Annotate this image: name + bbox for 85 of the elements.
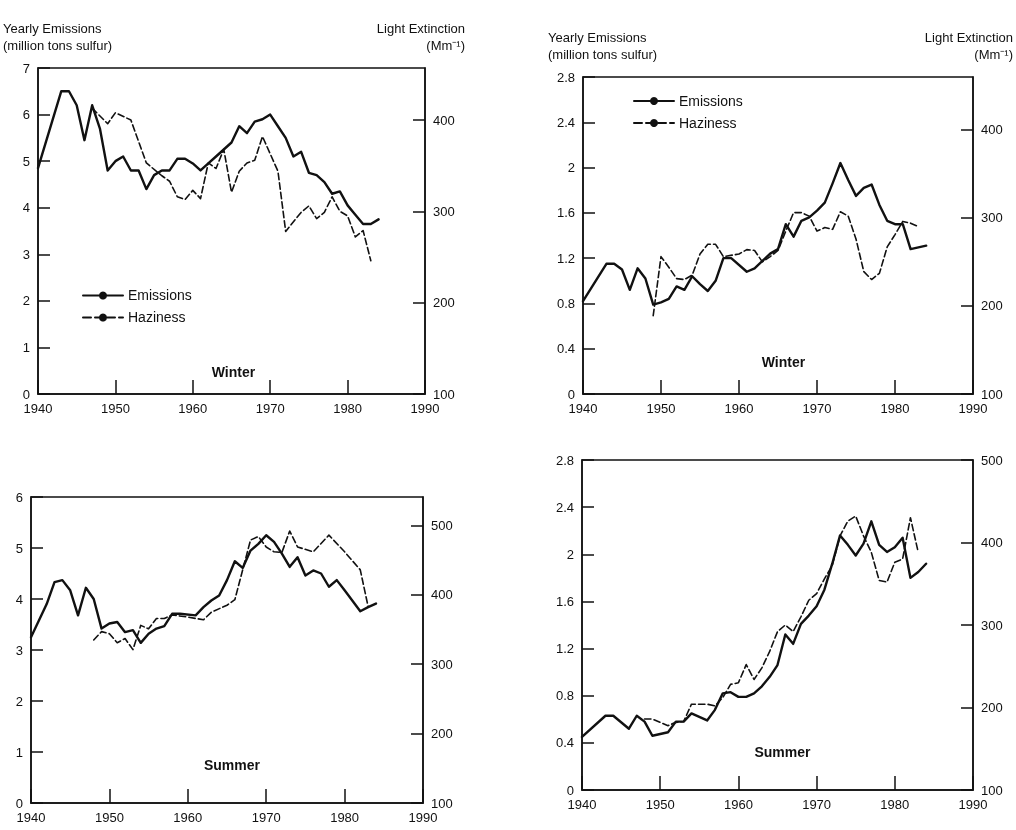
y2-axis-title: Light Extinction (Mm⁻¹) [376, 21, 465, 53]
y2-tick-label: 400 [433, 112, 455, 128]
y2-tick-label: 200 [433, 295, 455, 311]
x-tick-label: 1960 [178, 401, 208, 416]
x-tick-label: 1970 [251, 810, 281, 825]
legend-label: Emissions [128, 287, 192, 304]
y-tick-label: 0 [15, 795, 23, 811]
text: Winter [211, 364, 256, 380]
x-tick-label: 1960 [724, 401, 754, 416]
y2-axis-title: Light Extinction (Mm⁻¹) [924, 30, 1013, 62]
y-tick-label: 1 [15, 744, 23, 760]
x-tick-label: 1940 [568, 401, 598, 416]
y2-tick-label: 100 [981, 386, 1003, 402]
x-tick-label: 1990 [958, 797, 988, 812]
y-tick-label: 2 [22, 293, 30, 309]
y-tick-label: 2 [15, 693, 23, 709]
y2-tick-label: 300 [433, 203, 455, 219]
y2-tick-label: 100 [433, 386, 455, 402]
text: Summer [203, 757, 261, 773]
x-tick-label: 1940 [23, 401, 53, 416]
text: Winter [761, 354, 806, 370]
y2-tick-label: 200 [431, 726, 453, 742]
x-tick-label: 1980 [330, 810, 360, 825]
y-tick-label: 5 [15, 540, 23, 556]
y2-tick-label: 300 [431, 656, 453, 672]
y2-tick-label: 500 [431, 517, 453, 533]
y-tick-label: 0.8 [555, 688, 574, 704]
y-tick-label: 2.4 [555, 499, 574, 515]
y-tick-label: 1.6 [555, 593, 574, 609]
y2-tick-label: 100 [431, 795, 453, 811]
y2-tick-label: 300 [981, 617, 1003, 633]
x-tick-label: 1940 [16, 810, 46, 825]
y-axis-title: Yearly Emissions (million tons sulfur) [3, 21, 113, 53]
y-tick-label: 2.8 [556, 69, 575, 85]
y-tick-label: 4 [15, 591, 23, 607]
y-tick-label: 1.6 [556, 205, 575, 221]
x-tick-label: 1940 [567, 797, 597, 812]
x-tick-label: 1950 [94, 810, 124, 825]
x-tick-label: 1980 [333, 401, 363, 416]
y2-tick-label: 200 [981, 298, 1003, 314]
y-tick-label: 2 [566, 546, 574, 562]
y2-tick-label: 400 [981, 122, 1003, 138]
x-tick-label: 1970 [802, 797, 832, 812]
y2-tick-label: 300 [981, 210, 1003, 226]
y2-tick-label: 400 [981, 535, 1003, 550]
y-tick-label: 6 [22, 107, 30, 123]
y2-tick-label: 500 [981, 452, 1003, 468]
legend-label: Emissions [679, 93, 743, 109]
y-tick-label: 1 [22, 339, 30, 355]
x-tick-label: 1990 [410, 401, 440, 416]
y-tick-label: 6 [15, 489, 23, 505]
x-tick-label: 1970 [802, 401, 832, 416]
y-tick-label: 0.8 [556, 295, 575, 311]
y2-tick-label: 200 [981, 700, 1003, 715]
y2-tick-label: 100 [981, 782, 1003, 798]
y-tick-label: 3 [15, 642, 23, 658]
y2-tick-label: 400 [431, 587, 453, 603]
y-tick-label: 2.8 [555, 452, 574, 468]
y-tick-label: 0.4 [555, 735, 574, 751]
y-tick-label: 1.2 [555, 641, 574, 657]
x-tick-label: 1980 [880, 401, 910, 416]
x-tick-label: 1990 [958, 401, 988, 416]
y-axis-title: Yearly Emissions (million tons sulfur) [548, 30, 658, 62]
x-tick-label: 1960 [173, 810, 203, 825]
y-tick-label: 7 [22, 60, 30, 76]
y-tick-label: 4 [22, 200, 30, 216]
y-tick-label: 5 [22, 153, 30, 169]
x-tick-label: 1950 [100, 401, 130, 416]
y-tick-label: 1.2 [556, 250, 575, 266]
y-tick-label: 0 [567, 386, 575, 402]
y-tick-label: 2 [567, 160, 575, 176]
y-tick-label: 0 [22, 386, 30, 402]
y-tick-label: 0 [566, 782, 574, 798]
y-tick-label: 2.4 [556, 114, 575, 130]
x-tick-label: 1990 [408, 810, 438, 825]
x-tick-label: 1970 [255, 401, 285, 416]
legend-label: Haziness [128, 309, 186, 326]
x-tick-label: 1950 [645, 797, 675, 812]
x-tick-label: 1950 [646, 401, 676, 416]
y-tick-label: 3 [22, 246, 30, 262]
text: Summer [754, 744, 812, 760]
legend-label: Haziness [679, 115, 737, 131]
y-tick-label: 0.4 [556, 341, 575, 357]
x-tick-label: 1980 [880, 797, 910, 812]
x-tick-label: 1960 [723, 797, 753, 812]
